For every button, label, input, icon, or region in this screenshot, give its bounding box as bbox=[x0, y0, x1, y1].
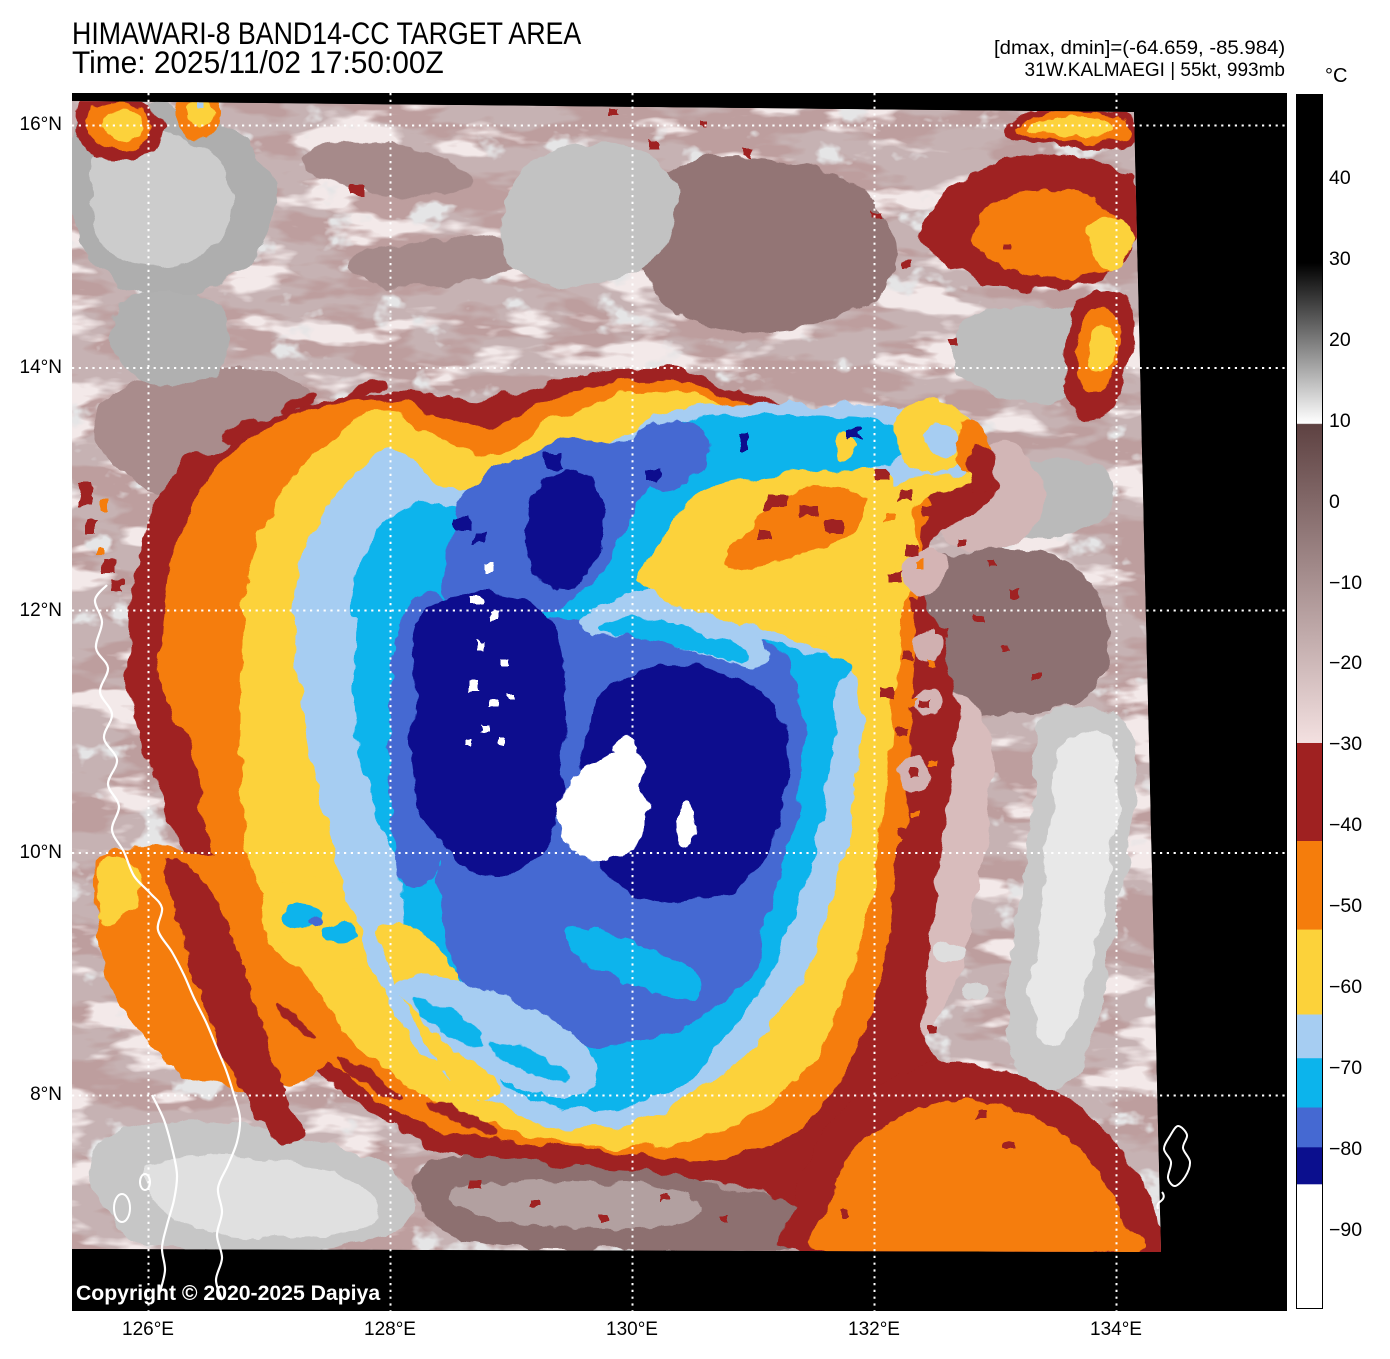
svg-text:Copyright © 2020-2025 Dapiya: Copyright © 2020-2025 Dapiya bbox=[76, 1282, 380, 1305]
